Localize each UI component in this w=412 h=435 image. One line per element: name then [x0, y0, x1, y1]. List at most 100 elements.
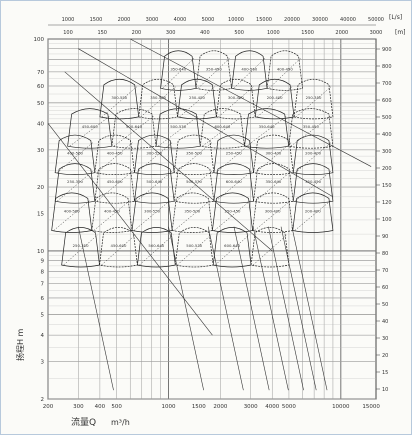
pump-model-label: 400-450	[104, 208, 120, 213]
pump-curve-tile	[131, 192, 173, 233]
pump-curve-tile	[288, 108, 334, 149]
pump-model-label: 450-600	[107, 179, 123, 184]
efficiency-line	[174, 200, 211, 231]
right-tick-label: 800	[382, 64, 392, 70]
falloff-line	[291, 226, 328, 391]
left-tick-label: 5	[41, 313, 45, 319]
pump-curve-tile	[292, 163, 334, 204]
pump-curve-tile	[254, 78, 295, 120]
pump-curve-tile	[266, 50, 303, 91]
pump-curve-tile	[137, 227, 176, 268]
right-tick-label: 600	[382, 98, 392, 104]
pump-curve-tile	[253, 134, 294, 176]
efficiency-line	[268, 58, 301, 89]
left-tick-label: 9	[41, 259, 45, 265]
efficiency-line	[233, 58, 266, 89]
pump-model-label: 300-400	[228, 95, 244, 100]
top-tick-label-a: 5000	[202, 17, 215, 23]
pump-model-label: 200-400	[305, 151, 321, 156]
top-tick-label-a: 30000	[312, 17, 328, 23]
flow-unit: m³/h	[111, 418, 130, 427]
right-tick-label: 70	[382, 268, 388, 274]
top-tick-label-b: 2000	[335, 30, 348, 36]
bottom-tick-label: 3000	[244, 404, 258, 410]
pump-curve-tile	[94, 134, 135, 176]
pump-curve-tile	[61, 227, 100, 268]
pump-curve-tile	[231, 50, 268, 91]
right-tick-label: 200	[382, 166, 392, 172]
pump-model-label: 500-530	[186, 179, 202, 184]
top-tick-label-a: 10000	[228, 17, 244, 23]
pump-curve-tile	[292, 192, 334, 233]
efficiency-line	[295, 142, 332, 173]
pump-curve-tile	[253, 163, 294, 204]
pump-model-label: 350-450	[303, 124, 319, 129]
bottom-tick-label: 300	[73, 404, 84, 410]
pump-curve-tile	[91, 192, 133, 233]
performance-curves: 350-640 350-450 400-560 400-450 300-550 350-5…	[47, 38, 372, 391]
efficiency-line	[254, 200, 291, 231]
left-tick-label: 2	[41, 397, 45, 403]
pump-model-label: 400-560	[64, 208, 80, 213]
pump-model-label: 600-640	[226, 179, 242, 184]
top-tick-label-a: 2000	[118, 17, 131, 23]
pump-model-label: 600-640	[224, 243, 240, 248]
efficiency-line	[69, 115, 111, 147]
efficiency-line	[215, 142, 252, 173]
bottom-tick-label: 200	[43, 404, 54, 410]
pump-model-label: 600-640	[214, 124, 230, 129]
efficiency-line	[290, 115, 332, 147]
right-tick-label: 900	[382, 47, 392, 53]
pump-model-label: 350-640	[170, 66, 186, 71]
pump-curve-tile	[54, 134, 96, 176]
falloff-line	[168, 226, 204, 391]
left-tick-label: 15	[37, 212, 44, 218]
left-tick-label: 70	[37, 70, 44, 76]
efficiency-line	[96, 142, 133, 173]
top-tick-label-b: 3000	[370, 30, 383, 36]
top-tick-label-b: 400	[200, 30, 210, 36]
right-tick-label: 120	[382, 200, 392, 206]
bottom-tick-label: 2000	[213, 404, 227, 410]
envelope-line	[64, 71, 273, 252]
top-tick-label-b: 300	[166, 30, 176, 36]
left-tick-label: 100	[34, 37, 45, 43]
top-tick-label-a: 50000	[368, 17, 384, 23]
pump-curve-tile	[216, 78, 256, 120]
pump-model-label: 350-640	[265, 179, 281, 184]
pump-curve-tile	[213, 134, 254, 176]
pump-model-label: 400-450	[277, 66, 293, 71]
right-tick-label: 10	[382, 387, 388, 393]
pump-model-label: 400-560	[241, 66, 257, 71]
pump-model-label: 300-550	[144, 208, 160, 213]
left-tick-label: 4	[41, 333, 45, 339]
top-tick-label-b: 500	[234, 30, 244, 36]
pump-model-label: 250-450	[189, 95, 205, 100]
efficiency-line	[179, 86, 215, 118]
pump-model-label: 350-500	[184, 208, 200, 213]
pump-curve-tile	[134, 163, 175, 204]
falloff-line	[207, 226, 244, 391]
pump-curve-tile	[134, 134, 175, 176]
pump-curve-tile	[292, 134, 334, 176]
right-tick-label: 150	[382, 183, 392, 189]
efficiency-line	[294, 200, 332, 231]
efficiency-line	[133, 200, 171, 231]
top-tick-label-a: 15000	[256, 17, 272, 23]
pump-model-label: 300-400	[265, 208, 281, 213]
right-tick-label: 300	[382, 149, 392, 155]
top-tick-label-a: 40000	[340, 17, 356, 23]
efficiency-line	[162, 58, 195, 89]
pump-model-label: 250-350	[67, 179, 83, 184]
pump-curve-tile	[213, 163, 254, 204]
pump-model-label: 350-450	[206, 66, 222, 71]
left-tick-label: 40	[37, 121, 44, 127]
left-tick-label: 10	[37, 249, 44, 255]
right-tick-label: 90	[382, 234, 388, 240]
right-tick-label: 60	[382, 285, 388, 291]
efficiency-line	[157, 115, 199, 147]
pump-curve-tile	[177, 78, 217, 120]
bottom-tick-label: 1500	[192, 404, 206, 410]
